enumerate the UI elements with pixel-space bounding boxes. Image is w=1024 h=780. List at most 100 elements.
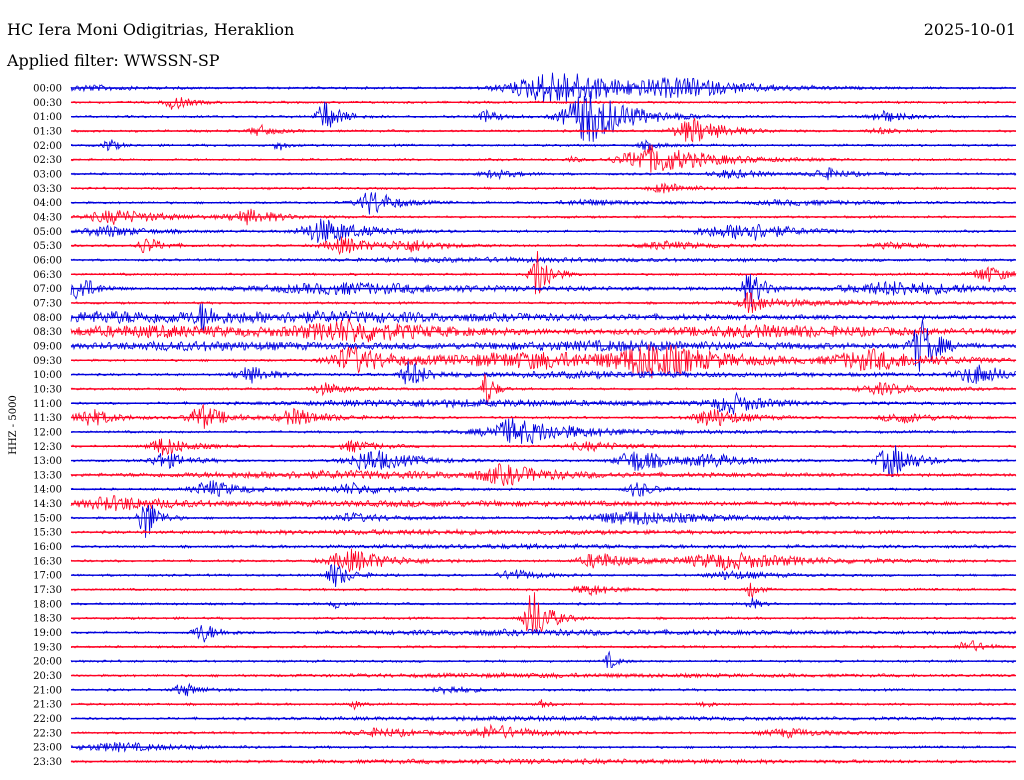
time-tick-label: 11:00 xyxy=(33,399,62,410)
trace-2000 xyxy=(70,650,1017,669)
trace-1300 xyxy=(70,445,1017,478)
filter-label: Applied filter: WWSSN-SP xyxy=(7,51,220,70)
time-tick-label: 01:30 xyxy=(33,126,62,137)
trace-0800 xyxy=(70,303,1017,332)
time-tick-label: 18:30 xyxy=(33,614,62,625)
trace-1200 xyxy=(70,417,1017,445)
trace-0500 xyxy=(70,218,1017,243)
time-tick-label: 11:30 xyxy=(33,413,62,424)
trace-0300 xyxy=(70,167,1017,181)
time-tick-label: 03:00 xyxy=(33,169,62,180)
time-tick-label: 09:00 xyxy=(33,341,62,352)
trace-0530 xyxy=(70,236,1017,256)
trace-0830 xyxy=(70,318,1017,343)
trace-1830 xyxy=(70,592,1017,634)
trace-0900 xyxy=(70,319,1017,372)
time-tick-label: 22:00 xyxy=(33,714,62,725)
trace-0730 xyxy=(70,291,1017,314)
trace-2230 xyxy=(70,723,1017,739)
trace-0130 xyxy=(70,118,1017,143)
time-tick-label: 15:00 xyxy=(33,513,62,524)
trace-1700 xyxy=(70,563,1017,588)
time-tick-label: 06:00 xyxy=(33,255,62,266)
trace-1000 xyxy=(70,360,1017,385)
trace-0330 xyxy=(70,182,1017,194)
time-tick-label: 20:00 xyxy=(33,657,62,668)
time-tick-label: 07:00 xyxy=(33,284,62,295)
time-tick-label: 12:30 xyxy=(33,442,62,453)
trace-1230 xyxy=(70,438,1017,456)
tick-label-group: 00:00 00:30 01:00 01:30 02:00 02:30 03:00 03:30… xyxy=(33,84,62,769)
trace-1900 xyxy=(70,625,1017,643)
trace-2100 xyxy=(70,682,1017,697)
trace-0600 xyxy=(70,256,1017,264)
trace-0630 xyxy=(70,250,1017,295)
trace-0030 xyxy=(70,97,1017,110)
time-tick-label: 23:30 xyxy=(33,757,62,768)
time-tick-label: 14:00 xyxy=(33,485,62,496)
time-tick-label: 18:00 xyxy=(33,599,62,610)
trace-group xyxy=(70,72,1017,766)
trace-1800 xyxy=(70,597,1017,610)
trace-1730 xyxy=(70,582,1017,599)
time-tick-label: 00:30 xyxy=(33,98,62,109)
time-tick-label: 01:00 xyxy=(33,112,62,123)
trace-2030 xyxy=(70,671,1017,680)
time-tick-label: 21:00 xyxy=(33,685,62,696)
time-tick-label: 08:00 xyxy=(33,313,62,324)
time-tick-label: 10:30 xyxy=(33,384,62,395)
time-tick-label: 12:00 xyxy=(33,427,62,438)
time-tick-label: 10:00 xyxy=(33,370,62,381)
trace-0430 xyxy=(70,208,1017,226)
time-tick-label: 16:00 xyxy=(33,542,62,553)
time-tick-label: 05:00 xyxy=(33,227,62,238)
trace-0200 xyxy=(70,139,1017,152)
time-tick-label: 17:00 xyxy=(33,571,62,582)
trace-2200 xyxy=(70,714,1017,723)
trace-0400 xyxy=(70,192,1017,215)
trace-2300 xyxy=(70,741,1017,753)
trace-0930 xyxy=(71,344,1017,379)
time-tick-label: 17:30 xyxy=(33,585,62,596)
time-tick-label: 05:30 xyxy=(33,241,62,252)
trace-1630 xyxy=(70,548,1017,573)
time-tick-label: 07:30 xyxy=(33,298,62,309)
trace-0700 xyxy=(70,274,1017,307)
time-tick-label: 02:00 xyxy=(33,141,62,152)
trace-1430 xyxy=(70,494,1017,512)
time-tick-label: 03:30 xyxy=(33,184,62,195)
trace-1600 xyxy=(70,542,1017,551)
time-tick-label: 16:30 xyxy=(33,556,62,567)
time-tick-label: 06:30 xyxy=(33,270,62,281)
time-tick-label: 00:00 xyxy=(33,84,62,95)
time-tick-label: 08:30 xyxy=(33,327,62,338)
trace-1500 xyxy=(70,504,1017,538)
time-tick-label: 09:30 xyxy=(33,356,62,367)
station-title: HC Iera Moni Odigitrias, Heraklion xyxy=(7,20,295,39)
trace-0100 xyxy=(71,91,1017,142)
time-tick-label: 23:00 xyxy=(33,743,62,754)
time-tick-label: 14:30 xyxy=(33,499,62,510)
time-tick-label: 13:00 xyxy=(33,456,62,467)
trace-2130 xyxy=(71,699,1017,711)
trace-1030 xyxy=(70,373,1017,405)
trace-2330 xyxy=(70,757,1017,766)
trace-1400 xyxy=(70,480,1017,498)
time-tick-label: 04:00 xyxy=(33,198,62,209)
time-tick-label: 21:30 xyxy=(33,700,62,711)
time-tick-label: 22:30 xyxy=(33,728,62,739)
time-tick-label: 19:00 xyxy=(33,628,62,639)
date-label: 2025-10-01 xyxy=(923,20,1016,39)
time-tick-label: 04:30 xyxy=(33,212,62,223)
trace-1530 xyxy=(70,528,1017,537)
time-tick-label: 19:30 xyxy=(33,642,62,653)
trace-1130 xyxy=(70,404,1017,429)
channel-label: HHZ - 5000 xyxy=(8,395,19,455)
time-tick-label: 20:30 xyxy=(33,671,62,682)
trace-1100 xyxy=(70,391,1017,415)
trace-1930 xyxy=(70,640,1017,652)
time-tick-label: 15:30 xyxy=(33,528,62,539)
trace-1330 xyxy=(70,463,1017,487)
time-tick-label: 02:30 xyxy=(33,155,62,166)
